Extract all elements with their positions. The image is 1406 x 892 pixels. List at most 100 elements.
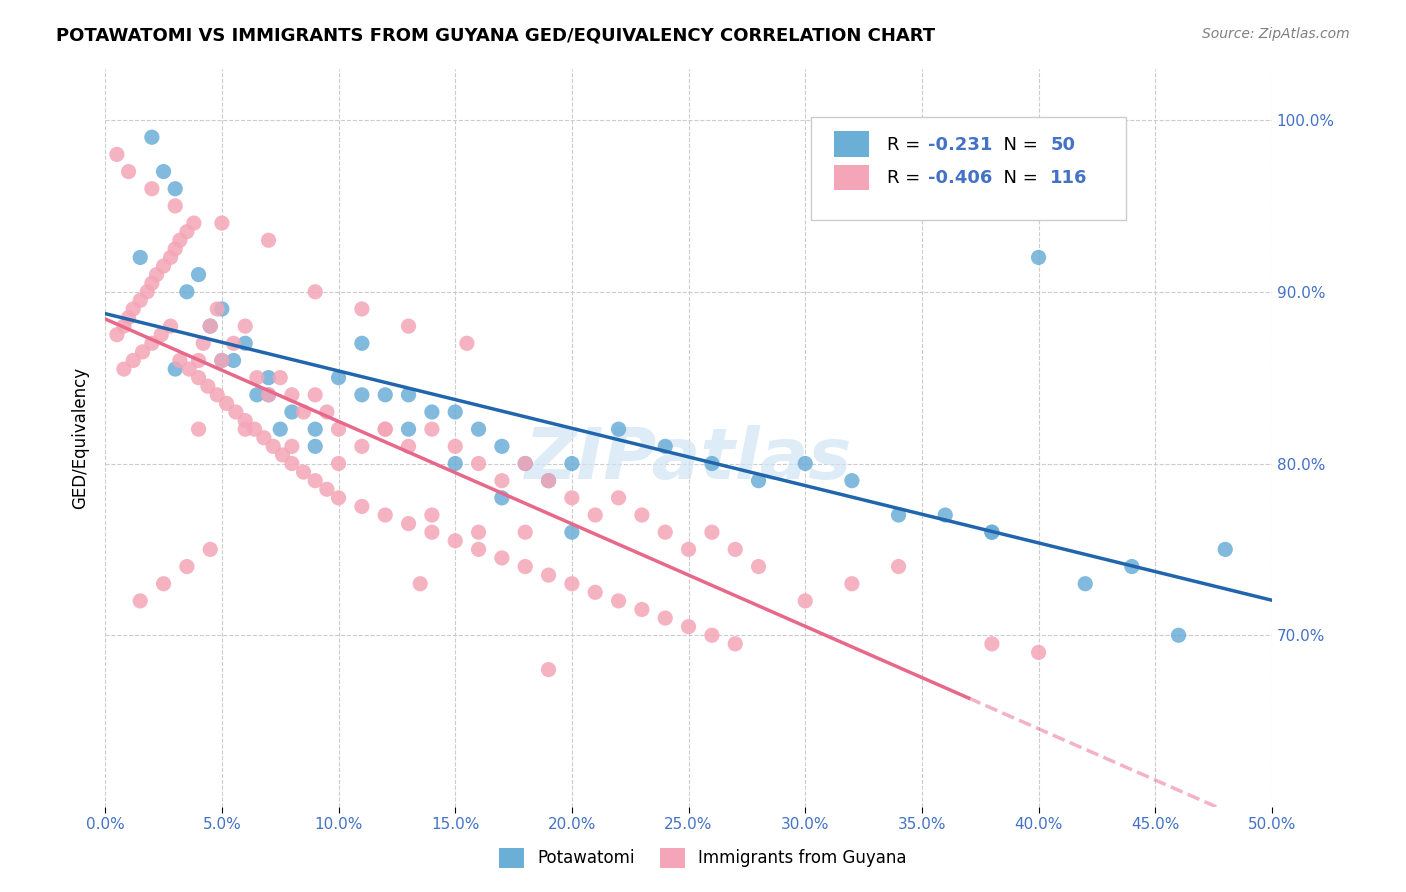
Point (117, 164, 139, 178)
Point (748, 559, 770, 574)
Point (980, 525, 1002, 540)
Point (225, 405, 247, 419)
Text: 116: 116 (1050, 169, 1088, 186)
Point (222, 353, 245, 368)
Point (398, 319, 420, 334)
Point (724, 637, 747, 651)
Point (211, 216, 233, 230)
Point (257, 233, 280, 247)
Point (304, 388, 326, 402)
Point (583, 508, 606, 522)
Point (131, 344, 153, 359)
Point (129, 251, 152, 265)
Point (292, 405, 315, 419)
Point (467, 422, 489, 436)
Point (631, 602, 654, 616)
Point (491, 439, 513, 453)
Text: -0.231: -0.231 (928, 136, 993, 153)
Point (122, 301, 145, 316)
Point (304, 285, 326, 299)
Point (152, 576, 174, 591)
FancyBboxPatch shape (811, 117, 1126, 220)
Point (165, 199, 187, 213)
Point (233, 336, 256, 351)
Point (607, 422, 630, 436)
Point (246, 370, 269, 384)
Point (678, 620, 700, 634)
Point (269, 370, 291, 384)
Point (515, 559, 537, 574)
Point (304, 474, 326, 488)
Point (398, 422, 420, 436)
Point (444, 533, 467, 548)
Point (257, 388, 280, 402)
Point (350, 336, 373, 351)
Point (315, 405, 337, 419)
Point (129, 293, 152, 308)
Point (262, 439, 284, 453)
Point (374, 388, 396, 402)
Point (253, 431, 276, 445)
Point (350, 301, 373, 316)
Point (537, 568, 560, 582)
Point (187, 370, 209, 384)
Point (841, 576, 863, 591)
Point (420, 508, 443, 522)
Point (515, 457, 537, 471)
Text: -0.406: -0.406 (928, 169, 993, 186)
Point (374, 422, 396, 436)
Point (193, 336, 215, 351)
FancyBboxPatch shape (834, 131, 869, 157)
Point (176, 285, 198, 299)
Point (328, 370, 350, 384)
Y-axis label: GED/Equivalency: GED/Equivalency (72, 367, 89, 508)
FancyBboxPatch shape (834, 164, 869, 190)
Point (141, 130, 163, 145)
Point (374, 508, 396, 522)
Point (1028, 251, 1050, 265)
Point (211, 353, 233, 368)
Point (165, 362, 187, 376)
Point (887, 559, 910, 574)
Point (515, 525, 537, 540)
Point (243, 422, 266, 436)
Text: R =: R = (887, 169, 927, 186)
Point (887, 508, 910, 522)
Point (179, 362, 201, 376)
Point (398, 516, 420, 531)
Point (197, 379, 219, 393)
Point (328, 491, 350, 505)
Point (980, 525, 1002, 540)
Point (269, 422, 291, 436)
Point (211, 353, 233, 368)
Point (150, 327, 173, 342)
Point (183, 216, 205, 230)
Point (215, 396, 238, 410)
Point (700, 457, 723, 471)
Point (281, 439, 304, 453)
Text: ZIPatlas: ZIPatlas (524, 425, 852, 494)
Point (420, 405, 443, 419)
Point (105, 147, 128, 161)
Point (159, 251, 181, 265)
Point (112, 319, 135, 334)
Point (165, 182, 187, 196)
Point (607, 491, 630, 505)
Point (222, 336, 245, 351)
Point (607, 594, 630, 608)
Point (491, 474, 513, 488)
Point (561, 576, 583, 591)
Point (211, 301, 233, 316)
Point (281, 405, 304, 419)
Point (176, 559, 198, 574)
Point (315, 483, 337, 497)
Point (141, 276, 163, 290)
Point (409, 576, 432, 591)
Point (169, 353, 191, 368)
Point (456, 336, 478, 351)
Point (136, 285, 159, 299)
Point (117, 310, 139, 325)
Point (281, 457, 304, 471)
Point (724, 542, 747, 557)
Text: N =: N = (991, 169, 1043, 186)
